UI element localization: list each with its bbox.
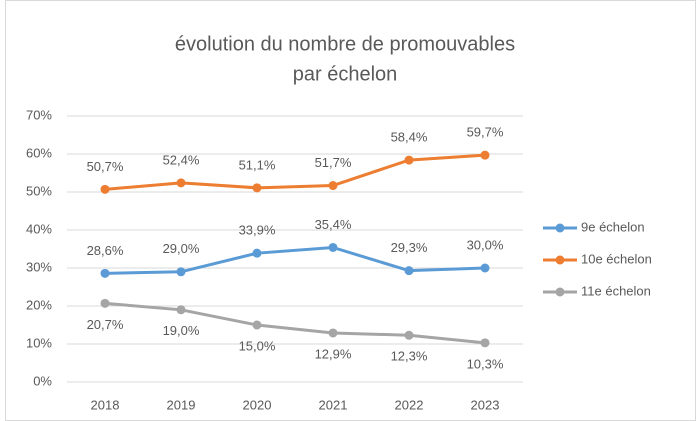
- data-label: 28,6%: [87, 243, 124, 258]
- series-line: [104, 153, 486, 191]
- y-tick-label: 50%: [26, 183, 52, 198]
- data-point: [480, 338, 490, 348]
- series-line: [104, 301, 486, 345]
- data-point: [176, 267, 186, 277]
- y-tick-label: 0%: [33, 373, 52, 388]
- data-point: [100, 268, 110, 278]
- legend-label: 11e échelon: [581, 283, 651, 298]
- y-tick-label: 20%: [26, 297, 52, 312]
- chart-title: évolution du nombre de promouvables: [175, 33, 515, 55]
- x-tick-label: 2018: [91, 397, 120, 412]
- data-label: 59,7%: [467, 125, 504, 140]
- data-point: [328, 328, 338, 338]
- y-tick-label: 70%: [26, 107, 52, 122]
- data-label: 58,4%: [391, 130, 428, 145]
- legend-marker: [555, 287, 565, 297]
- data-point: [404, 266, 414, 276]
- data-label: 10,3%: [467, 356, 504, 371]
- data-point: [176, 178, 186, 188]
- series-line: [104, 245, 486, 275]
- data-point: [404, 155, 414, 165]
- data-point: [480, 150, 490, 160]
- data-point: [252, 183, 262, 193]
- data-point: [328, 181, 338, 191]
- x-tick-label: 2022: [395, 397, 424, 412]
- data-label: 30,0%: [467, 237, 504, 252]
- data-label: 51,1%: [239, 157, 276, 172]
- data-point: [328, 242, 338, 252]
- data-point: [100, 184, 110, 194]
- data-label: 15,0%: [239, 338, 276, 353]
- data-label: 29,0%: [163, 241, 200, 256]
- y-tick-label: 40%: [26, 221, 52, 236]
- legend-marker: [555, 223, 565, 233]
- x-tick-label: 2023: [471, 397, 500, 412]
- x-tick-label: 2019: [167, 397, 196, 412]
- data-label: 20,7%: [87, 317, 124, 332]
- legend-marker: [555, 255, 565, 265]
- legend-label: 10e échelon: [581, 251, 652, 266]
- y-tick-label: 30%: [26, 259, 52, 274]
- data-label: 52,4%: [163, 152, 200, 167]
- legend-label: 9e échelon: [581, 219, 645, 234]
- data-label: 12,3%: [391, 349, 428, 364]
- data-label: 12,9%: [315, 346, 352, 361]
- chart-border: [5, 0, 696, 421]
- data-point: [252, 320, 262, 330]
- data-point: [480, 263, 490, 273]
- data-label: 33,9%: [239, 223, 276, 238]
- y-tick-label: 10%: [26, 335, 52, 350]
- data-point: [252, 248, 262, 258]
- data-label: 35,4%: [315, 217, 352, 232]
- data-point: [404, 330, 414, 340]
- data-label: 50,7%: [87, 159, 124, 174]
- data-point: [100, 298, 110, 308]
- x-tick-label: 2020: [243, 397, 272, 412]
- data-label: 51,7%: [315, 155, 352, 170]
- y-tick-label: 60%: [26, 145, 52, 160]
- x-tick-label: 2021: [319, 397, 348, 412]
- chart-title: par échelon: [293, 63, 398, 85]
- data-point: [176, 305, 186, 315]
- data-label: 29,3%: [391, 240, 428, 255]
- data-label: 19,0%: [163, 323, 200, 338]
